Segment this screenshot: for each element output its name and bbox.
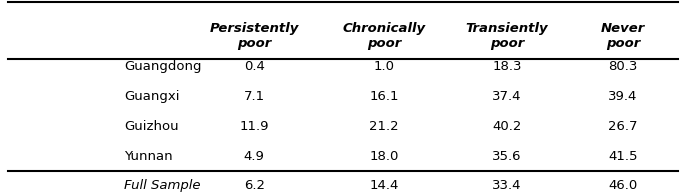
- Text: Transiently
poor: Transiently poor: [466, 22, 548, 50]
- Text: 46.0: 46.0: [608, 180, 638, 192]
- Text: Never
poor: Never poor: [601, 22, 646, 50]
- Text: 18.3: 18.3: [493, 60, 522, 73]
- Text: Full Sample: Full Sample: [124, 180, 201, 192]
- Text: 35.6: 35.6: [493, 150, 522, 163]
- Text: 4.9: 4.9: [244, 150, 265, 163]
- Text: 6.2: 6.2: [244, 180, 265, 192]
- Text: 18.0: 18.0: [369, 150, 399, 163]
- Text: 11.9: 11.9: [239, 120, 269, 133]
- Text: Chronically
poor: Chronically poor: [342, 22, 425, 50]
- Text: 80.3: 80.3: [608, 60, 638, 73]
- Text: Persistently
poor: Persistently poor: [209, 22, 299, 50]
- Text: Guangdong: Guangdong: [124, 60, 202, 73]
- Text: 26.7: 26.7: [608, 120, 638, 133]
- Text: 37.4: 37.4: [493, 90, 522, 103]
- Text: 0.4: 0.4: [244, 60, 265, 73]
- Text: Yunnan: Yunnan: [124, 150, 173, 163]
- Text: 41.5: 41.5: [608, 150, 638, 163]
- Text: 16.1: 16.1: [369, 90, 399, 103]
- Text: Guizhou: Guizhou: [124, 120, 179, 133]
- Text: 14.4: 14.4: [369, 180, 399, 192]
- Text: 40.2: 40.2: [493, 120, 521, 133]
- Text: 33.4: 33.4: [493, 180, 522, 192]
- Text: 21.2: 21.2: [369, 120, 399, 133]
- Text: 7.1: 7.1: [244, 90, 265, 103]
- Text: 39.4: 39.4: [608, 90, 638, 103]
- Text: 1.0: 1.0: [373, 60, 394, 73]
- Text: Guangxi: Guangxi: [124, 90, 180, 103]
